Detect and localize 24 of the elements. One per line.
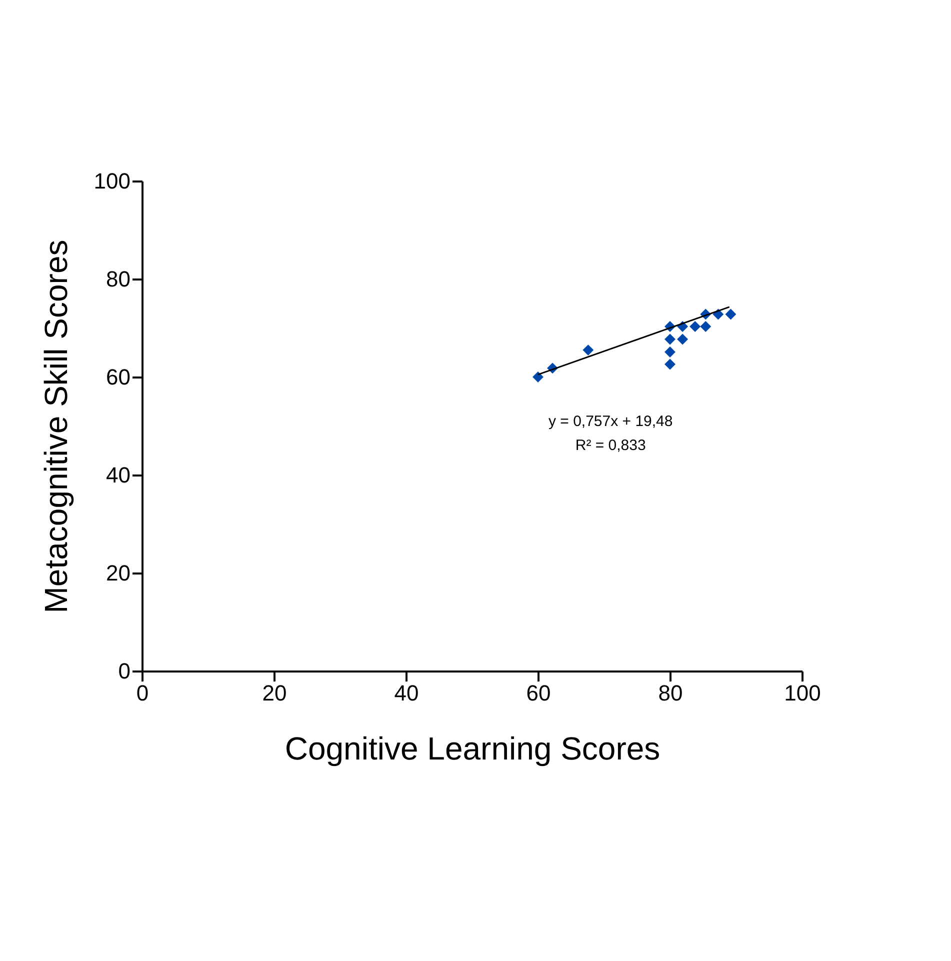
x-tick-label: 60	[526, 680, 551, 706]
x-axis-title: Cognitive Learning Scores	[284, 730, 660, 766]
y-tick-label: 0	[118, 658, 130, 684]
annotation: R² = 0,833	[575, 437, 646, 454]
annotation: y = 0,757x + 19,48	[548, 413, 673, 430]
x-tick-label: 0	[136, 680, 149, 706]
point	[664, 346, 676, 358]
point	[700, 321, 712, 332]
point	[725, 308, 736, 320]
y-tick-label: 80	[106, 266, 130, 292]
y-axis-title: Metacognitive Skill Scores	[38, 240, 74, 614]
point	[677, 334, 688, 345]
x-tick-label: 20	[262, 680, 287, 706]
x-tick-label: 40	[394, 680, 419, 706]
point	[664, 334, 676, 345]
y-tick-label: 40	[106, 462, 130, 488]
y-tick-label: 100	[94, 168, 130, 194]
x-tick-label: 100	[784, 680, 821, 706]
x-tick-label: 80	[658, 680, 683, 706]
point	[690, 321, 701, 332]
y-tick-label: 20	[106, 560, 130, 586]
point	[664, 358, 676, 370]
y-tick-label: 60	[106, 364, 130, 390]
point	[582, 344, 594, 356]
